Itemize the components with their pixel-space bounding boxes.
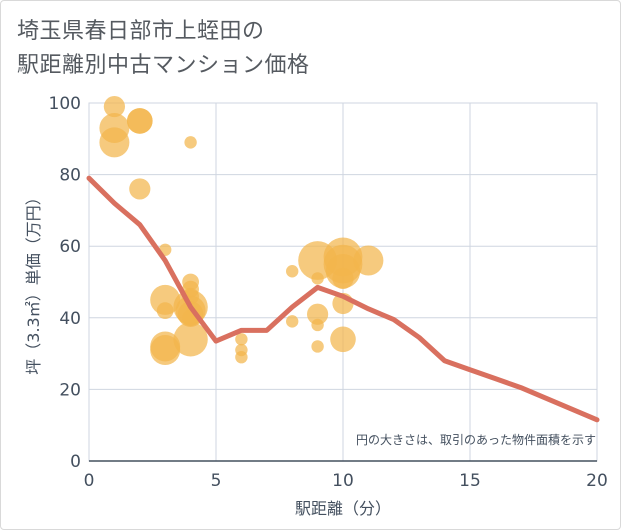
bubble-point bbox=[330, 326, 356, 353]
chart-title-line2: 駅距離別中古マンション価格 bbox=[17, 53, 310, 78]
bubble-point bbox=[99, 127, 130, 158]
bubble-point bbox=[332, 267, 354, 290]
bubble-point bbox=[286, 315, 299, 328]
chart-title-line1: 埼玉県春日部市上蛭田の bbox=[17, 19, 265, 44]
bubble-point bbox=[156, 302, 174, 320]
x-tick-label: 15 bbox=[459, 471, 481, 491]
bubble-point bbox=[311, 272, 324, 285]
x-axis-label: 駅距離（分） bbox=[295, 499, 391, 518]
bubble-point bbox=[127, 108, 153, 134]
bubble-point bbox=[184, 136, 197, 149]
trend-series bbox=[86, 175, 600, 423]
bubble-series bbox=[99, 95, 384, 366]
size-note: 円の大きさは、取引のあった物件面積を示す bbox=[356, 432, 596, 447]
bubble-point bbox=[311, 340, 324, 353]
bubble-point bbox=[286, 265, 299, 278]
bubble-point bbox=[235, 333, 248, 346]
chart-title: 埼玉県春日部市上蛭田の 駅距離別中古マンション価格 bbox=[17, 15, 310, 83]
x-tick-label: 0 bbox=[84, 471, 95, 491]
bubble-point bbox=[150, 335, 181, 366]
y-tick-labels: 0 20 40 60 80 100 bbox=[49, 94, 81, 472]
bubble-point bbox=[353, 245, 384, 276]
x-tick-label: 20 bbox=[586, 471, 608, 491]
x-tick-labels: 0 5 10 15 20 bbox=[84, 471, 608, 491]
y-tick-label: 40 bbox=[59, 309, 81, 329]
gridlines bbox=[89, 103, 597, 461]
bubble-point bbox=[311, 318, 324, 332]
x-tick-label: 10 bbox=[332, 471, 354, 491]
bubble-point bbox=[235, 350, 248, 364]
y-tick-label: 80 bbox=[59, 166, 81, 186]
bubble-point bbox=[129, 178, 151, 200]
bubble-point bbox=[307, 303, 329, 325]
trend-line bbox=[86, 175, 600, 423]
y-tick-label: 0 bbox=[70, 452, 81, 472]
y-axis-label: 坪（3.3㎡）単価（万円） bbox=[24, 189, 43, 374]
y-tick-label: 60 bbox=[59, 237, 81, 257]
bubble-point bbox=[103, 95, 125, 118]
y-tick-label: 100 bbox=[49, 94, 81, 114]
x-tick-label: 5 bbox=[211, 471, 222, 491]
y-tick-label: 20 bbox=[59, 380, 81, 400]
bubble-point bbox=[173, 322, 208, 357]
